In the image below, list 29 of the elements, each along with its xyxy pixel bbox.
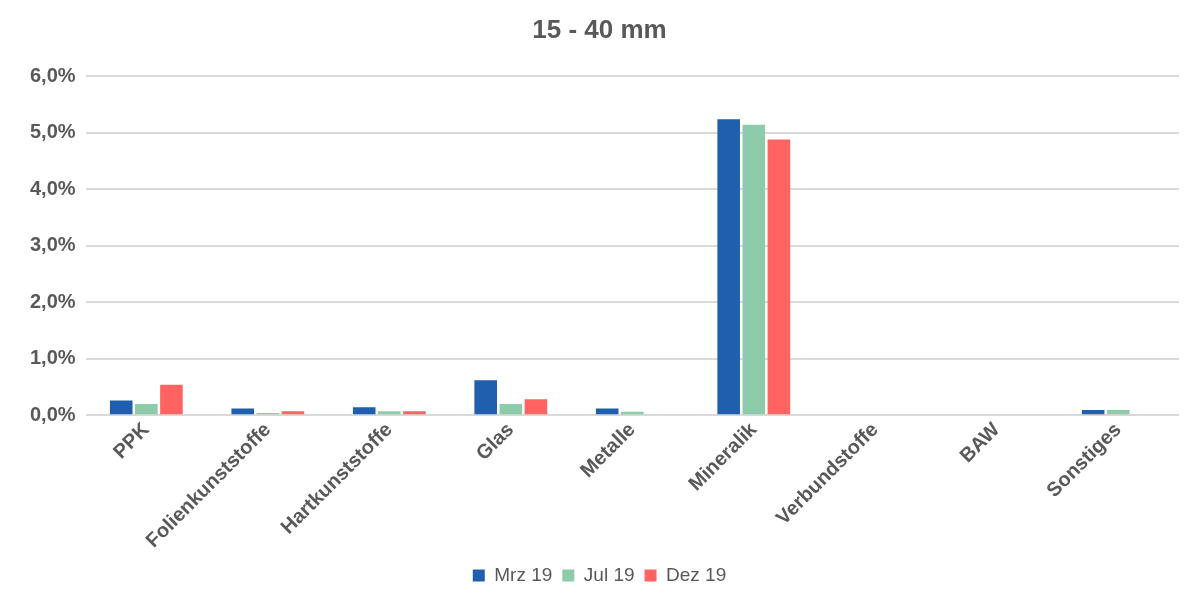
bar: [1106, 410, 1130, 415]
x-tick-label: Glas: [471, 417, 518, 465]
y-tick-label: 0,0%: [29, 402, 76, 425]
legend-label: Dez 19: [666, 563, 727, 585]
y-tick-label: 3,0%: [29, 233, 76, 256]
bar: [160, 384, 183, 415]
bar: [109, 400, 133, 415]
bar: [524, 399, 548, 415]
y-tick-label: 4,0%: [29, 176, 76, 199]
bar: [499, 403, 523, 415]
bar: [1081, 410, 1105, 415]
bar: [474, 380, 497, 415]
bar: [352, 407, 376, 415]
chart-title: 15 - 40 mm: [532, 13, 667, 44]
legend-label: Jul 19: [583, 563, 635, 585]
y-tick-label: 6,0%: [29, 63, 76, 86]
bar: [742, 124, 766, 415]
bar: [595, 408, 619, 415]
bar: [378, 411, 401, 415]
y-tick-label: 2,0%: [29, 289, 76, 312]
bar: [135, 403, 158, 415]
bar: [403, 411, 426, 415]
legend-label: Mrz 19: [494, 563, 553, 585]
bar: [231, 408, 255, 415]
bar: [767, 139, 791, 415]
bar: [281, 411, 305, 415]
y-tick-label: 1,0%: [29, 346, 76, 369]
y-tick-label: 5,0%: [29, 120, 76, 143]
bar: [717, 119, 740, 415]
